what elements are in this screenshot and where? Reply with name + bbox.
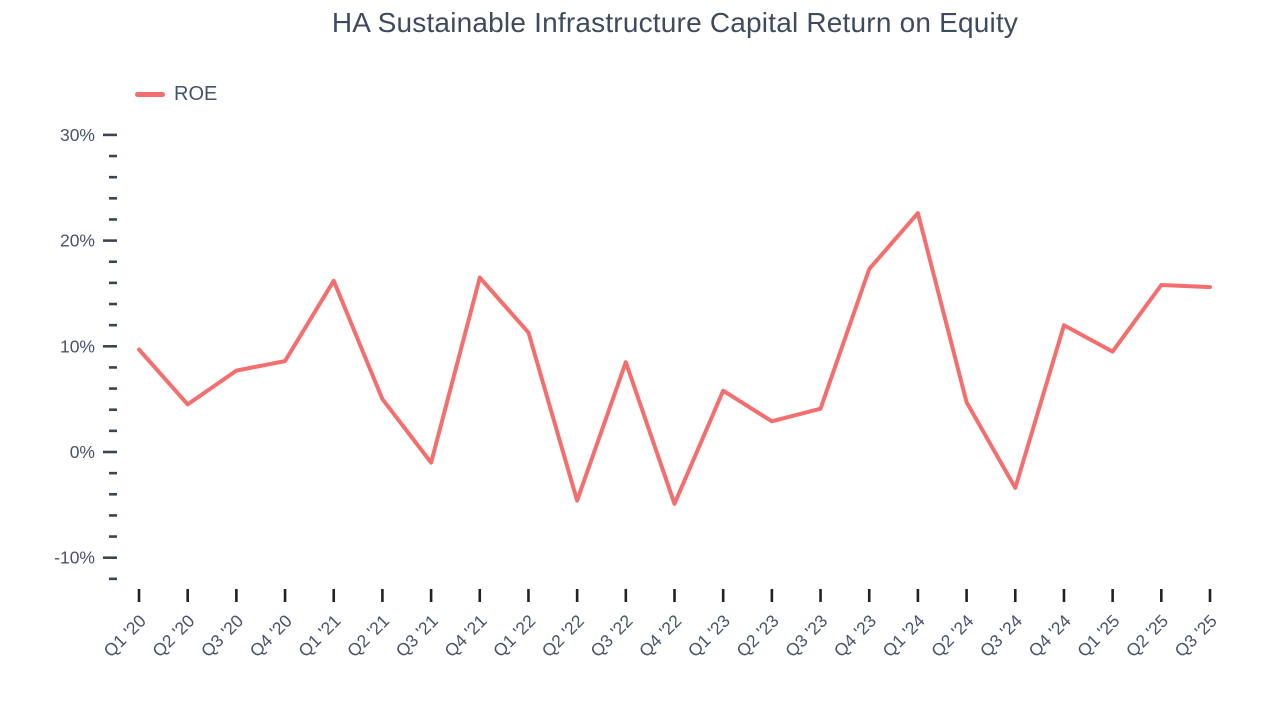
y-axis-tick-label: 30% xyxy=(60,125,95,145)
x-axis-tick-label: Q3 '25 xyxy=(1171,611,1221,661)
x-axis-tick-label: Q1 '21 xyxy=(294,611,344,661)
x-axis-tick-label: Q1 '20 xyxy=(100,610,150,660)
x-axis-tick-label: Q2 '20 xyxy=(148,610,198,660)
y-axis-tick-label: 10% xyxy=(60,336,95,356)
chart-title: HA Sustainable Infrastructure Capital Re… xyxy=(331,7,1019,38)
x-axis-tick-label: Q4 '20 xyxy=(246,610,296,660)
x-axis-tick-label: Q3 '20 xyxy=(197,610,247,660)
x-axis-tick-label: Q2 '23 xyxy=(732,611,782,661)
x-axis-tick-label: Q2 '21 xyxy=(343,611,393,661)
x-axis-tick-label: Q3 '21 xyxy=(392,611,442,661)
x-axis-tick-label: Q1 '24 xyxy=(879,610,929,660)
x-axis-tick-label: Q4 '21 xyxy=(440,611,490,661)
legend-item-label: ROE xyxy=(174,83,218,105)
x-axis-tick-label: Q4 '22 xyxy=(635,611,685,661)
x-axis-tick-label: Q1 '23 xyxy=(684,611,734,661)
x-axis-tick-label: Q3 '22 xyxy=(586,611,636,661)
x-axis-tick-label: Q2 '25 xyxy=(1122,611,1172,661)
x-axis-tick-label: Q4 '23 xyxy=(830,611,880,661)
legend: ROE xyxy=(135,83,217,106)
x-axis-tick-label: Q2 '24 xyxy=(927,610,977,660)
x-axis-tick-label: Q4 '24 xyxy=(1025,610,1075,660)
y-axis-tick-label: 20% xyxy=(60,231,95,251)
y-axis-tick-label: -10% xyxy=(54,548,95,568)
x-axis-tick-label: Q3 '23 xyxy=(781,611,831,661)
roe-series-line xyxy=(137,211,1212,506)
x-axis-tick-label: Q1 '22 xyxy=(489,611,539,661)
x-axis-tick-label: Q1 '25 xyxy=(1073,611,1123,661)
x-axis-tick-label: Q3 '24 xyxy=(976,610,1026,660)
x-axis-tick-label: Q2 '22 xyxy=(538,611,588,661)
y-axis-tick-label: 0% xyxy=(70,442,95,462)
legend-line-swatch xyxy=(135,92,165,97)
